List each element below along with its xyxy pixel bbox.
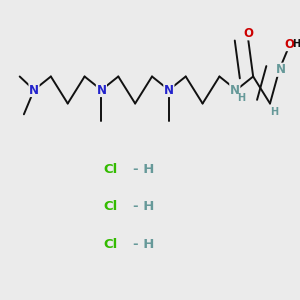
- Text: N: N: [164, 83, 174, 97]
- Text: N: N: [29, 83, 39, 97]
- Text: H: H: [270, 107, 278, 117]
- Text: H: H: [238, 93, 246, 103]
- Text: N: N: [230, 83, 240, 97]
- Text: - H: - H: [133, 200, 154, 214]
- Text: Cl: Cl: [104, 200, 118, 214]
- Text: N: N: [96, 83, 106, 97]
- Text: H: H: [292, 39, 300, 49]
- Text: O: O: [243, 27, 253, 40]
- Text: - H: - H: [133, 238, 154, 251]
- Text: N: N: [276, 63, 286, 76]
- Text: - H: - H: [133, 163, 154, 176]
- Text: O: O: [284, 38, 294, 51]
- Text: Cl: Cl: [104, 238, 118, 251]
- Text: Cl: Cl: [104, 163, 118, 176]
